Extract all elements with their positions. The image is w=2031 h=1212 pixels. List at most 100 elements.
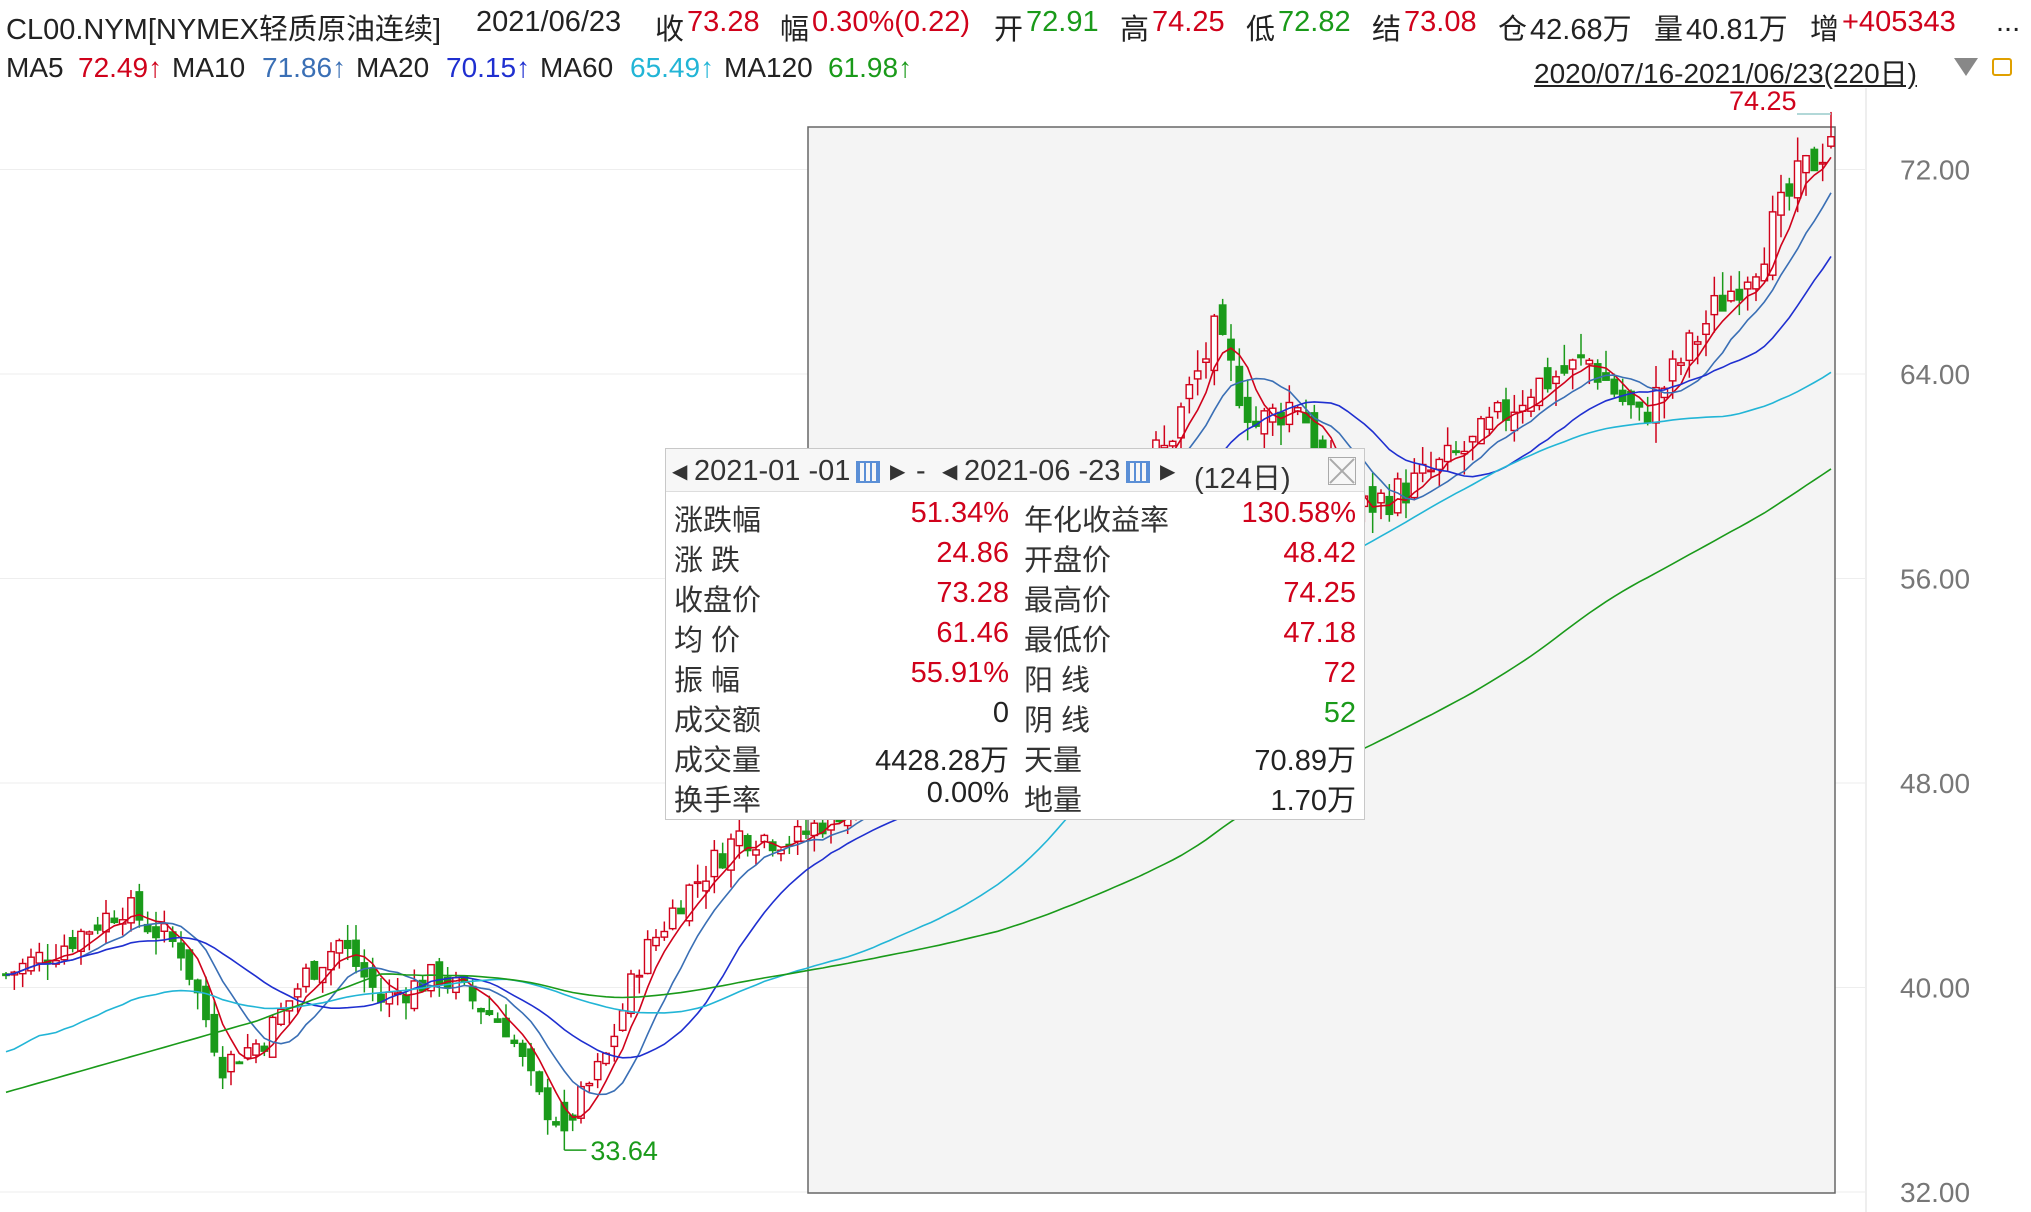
candle-body[interactable] xyxy=(527,1048,535,1072)
candle-body[interactable] xyxy=(1785,183,1794,197)
candle-body[interactable] xyxy=(1377,492,1385,504)
candle-body[interactable] xyxy=(652,936,660,947)
lock-icon[interactable] xyxy=(1992,58,2012,76)
candle-body[interactable] xyxy=(1193,370,1202,380)
candle-body[interactable] xyxy=(293,988,302,998)
candle-body[interactable] xyxy=(1593,363,1602,383)
candle-body[interactable] xyxy=(1702,323,1710,336)
candle-body[interactable] xyxy=(110,917,119,924)
candle-body[interactable] xyxy=(1802,154,1810,174)
candle-body[interactable] xyxy=(1168,440,1177,447)
date-range-selector[interactable]: 2020/07/16-2021/06/23(220日) xyxy=(1534,58,1917,89)
candle-body[interactable] xyxy=(1527,396,1535,412)
candle-body[interactable] xyxy=(1568,359,1577,370)
candle-body[interactable] xyxy=(1443,444,1452,463)
candle-body[interactable] xyxy=(585,1082,594,1087)
candle-body[interactable] xyxy=(1827,136,1835,147)
candle-body[interactable] xyxy=(510,1039,519,1045)
candle-body[interactable] xyxy=(277,1008,285,1026)
candle-body[interactable] xyxy=(1393,478,1402,514)
candle-body[interactable] xyxy=(152,926,160,939)
start-date[interactable]: 2021-01 -01 xyxy=(694,455,851,487)
candle-body[interactable] xyxy=(1552,376,1560,385)
candle-body[interactable] xyxy=(810,822,819,837)
candle-body[interactable] xyxy=(693,881,702,885)
candle-body[interactable] xyxy=(502,1017,510,1038)
candle-body[interactable] xyxy=(610,1035,619,1048)
candle-body[interactable] xyxy=(618,1009,627,1032)
candle-body[interactable] xyxy=(1543,367,1552,390)
candle-body[interactable] xyxy=(1560,365,1569,374)
candle-body[interactable] xyxy=(235,1061,244,1065)
candle-body[interactable] xyxy=(727,838,735,871)
candle-body[interactable] xyxy=(268,1016,277,1058)
candle-body[interactable] xyxy=(1577,354,1585,359)
candle-body[interactable] xyxy=(1452,450,1460,454)
start-calendar-icon[interactable] xyxy=(856,461,880,483)
candle-body[interactable] xyxy=(93,924,102,931)
candle-body[interactable] xyxy=(1243,396,1252,423)
candle-body[interactable] xyxy=(660,930,669,938)
more-button[interactable]: ... xyxy=(1996,6,2021,38)
candle-body[interactable] xyxy=(135,891,144,921)
candle-body[interactable] xyxy=(1410,472,1419,499)
start-next-arrow-icon[interactable]: ▶ xyxy=(890,461,906,483)
candle-body[interactable] xyxy=(702,880,710,892)
candle-body[interactable] xyxy=(1752,276,1760,290)
candle-body[interactable] xyxy=(327,950,335,971)
candle-body[interactable] xyxy=(77,930,85,953)
candle-body[interactable] xyxy=(1710,294,1719,316)
candle-body[interactable] xyxy=(1643,411,1652,424)
close-icon[interactable] xyxy=(1328,457,1356,485)
candle-body[interactable] xyxy=(1485,416,1494,430)
candle-body[interactable] xyxy=(1427,469,1435,473)
end-date[interactable]: 2021-06 -23 xyxy=(964,455,1121,487)
candle-body[interactable] xyxy=(68,937,77,950)
candle-body[interactable] xyxy=(193,979,202,994)
candle-body[interactable] xyxy=(27,956,35,972)
candle-body[interactable] xyxy=(335,939,344,954)
candle-body[interactable] xyxy=(310,960,319,980)
candle-body[interactable] xyxy=(1818,161,1827,165)
candle-body[interactable] xyxy=(1727,290,1735,302)
candle-body[interactable] xyxy=(743,835,752,852)
candle-body[interactable] xyxy=(60,945,69,961)
range-dropdown-icon[interactable] xyxy=(1954,58,1978,76)
candle-body[interactable] xyxy=(1685,332,1694,362)
end-prev-arrow-icon[interactable]: ◀ xyxy=(942,461,958,483)
candle-body[interactable] xyxy=(560,1101,569,1132)
candle-body[interactable] xyxy=(518,1042,527,1057)
candle-body[interactable] xyxy=(318,966,327,984)
candle-body[interactable] xyxy=(1693,341,1702,345)
candle-body[interactable] xyxy=(243,1047,252,1059)
candle-body[interactable] xyxy=(493,1018,502,1023)
candle-body[interactable] xyxy=(127,897,135,924)
candle-body[interactable] xyxy=(635,974,644,978)
candle-body[interactable] xyxy=(227,1053,235,1073)
candle-body[interactable] xyxy=(1777,191,1785,216)
candle-body[interactable] xyxy=(285,1000,294,1012)
candle-body[interactable] xyxy=(427,963,435,992)
candle-body[interactable] xyxy=(485,1010,494,1016)
candle-body[interactable] xyxy=(1585,359,1594,365)
candle-body[interactable] xyxy=(752,849,760,856)
candle-body[interactable] xyxy=(35,951,44,964)
candle-body[interactable] xyxy=(552,1121,560,1126)
candle-body[interactable] xyxy=(1477,417,1485,445)
candle-body[interactable] xyxy=(343,939,352,950)
candle-body[interactable] xyxy=(218,1056,227,1079)
candle-body[interactable] xyxy=(1235,365,1244,407)
candle-body[interactable] xyxy=(1635,401,1644,408)
candle-body[interactable] xyxy=(1160,444,1169,449)
candle-body[interactable] xyxy=(1768,211,1777,276)
candle-body[interactable] xyxy=(1252,420,1260,427)
candle-body[interactable] xyxy=(1368,486,1377,513)
candle-body[interactable] xyxy=(1402,482,1410,504)
candle-body[interactable] xyxy=(685,884,694,922)
candle-body[interactable] xyxy=(1735,288,1744,301)
candle-body[interactable] xyxy=(1435,458,1444,471)
candle-body[interactable] xyxy=(577,1085,585,1119)
candle-body[interactable] xyxy=(543,1087,552,1121)
candle-body[interactable] xyxy=(1810,148,1819,172)
candle-body[interactable] xyxy=(1760,263,1769,282)
